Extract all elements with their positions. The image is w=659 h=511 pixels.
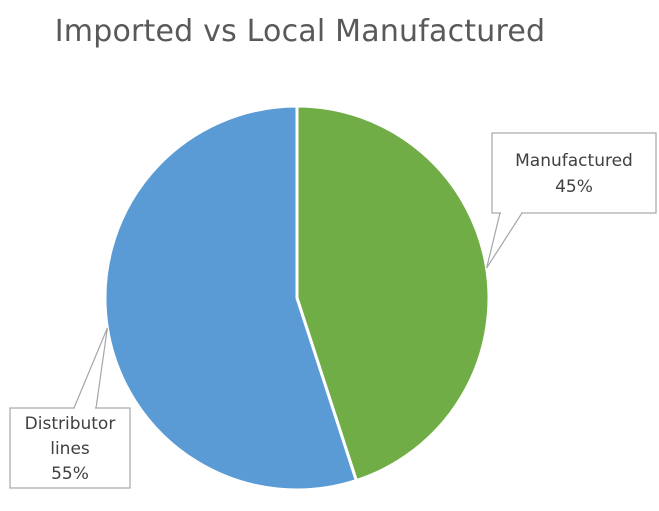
data-label-distributor-lines-line-2: lines	[50, 439, 90, 459]
callout-box	[9, 407, 131, 489]
callout-pointer	[486, 212, 524, 269]
data-label-distributor-lines-line-3: 55%	[51, 464, 89, 484]
data-label-manufactured-line-2: 45%	[555, 177, 593, 197]
pie-slices	[103, 104, 491, 492]
chart-title: Imported vs Local Manufactured	[54, 14, 546, 49]
callout-box	[491, 132, 657, 214]
callout-pointer	[73, 327, 108, 409]
data-label-manufactured-line-1: Manufactured	[515, 151, 633, 171]
pie-callouts: Manufactured 45% Distributor lines 55%	[9, 132, 657, 489]
data-label-distributor-lines-line-1: Distributor	[25, 414, 116, 434]
